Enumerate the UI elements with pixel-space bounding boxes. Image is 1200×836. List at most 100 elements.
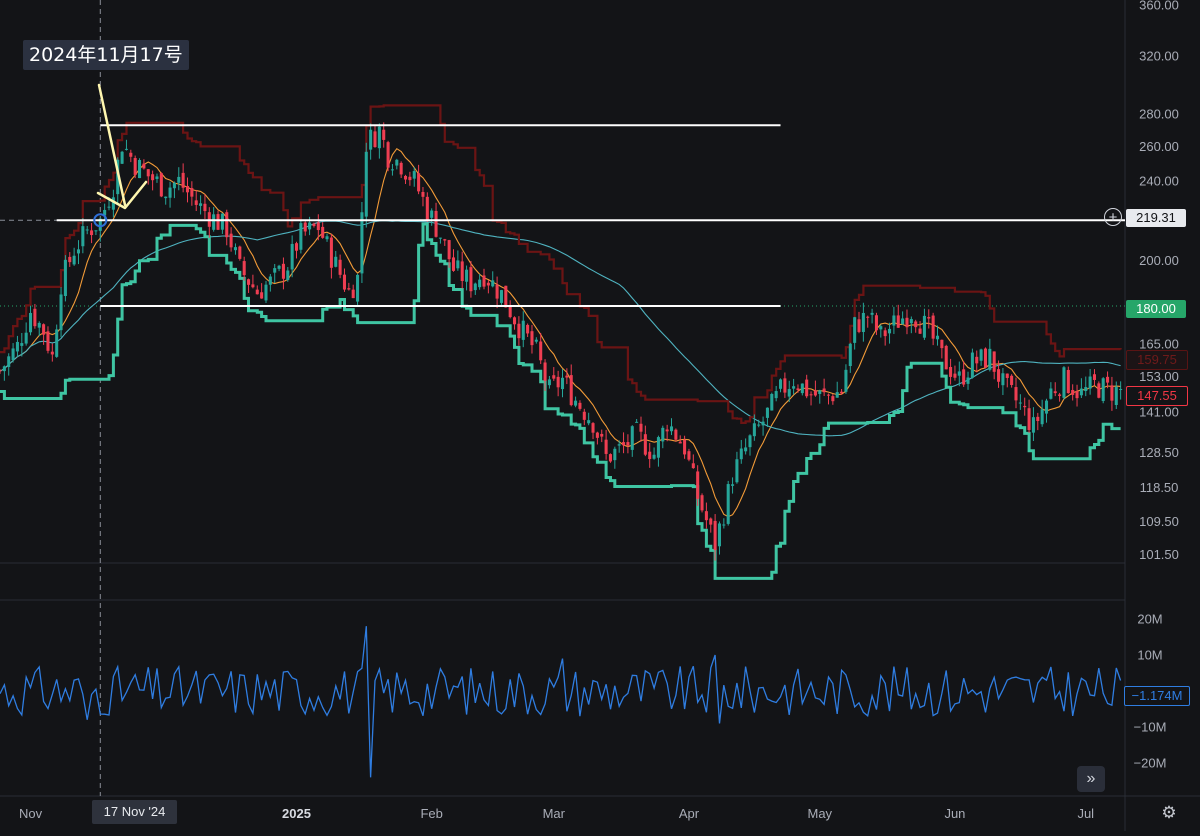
candle-body <box>286 270 290 281</box>
candle-body <box>796 388 800 390</box>
time-tick-label: Jun <box>944 806 965 821</box>
candle-body <box>809 394 813 396</box>
candle-body <box>521 320 525 340</box>
candle-body <box>656 437 660 458</box>
candle-body <box>661 427 665 442</box>
candle-body <box>508 306 512 318</box>
candle-body <box>386 142 390 168</box>
time-tick-label: Mar <box>543 806 566 821</box>
candle-body <box>33 308 37 327</box>
candle-body <box>225 212 229 238</box>
scroll-to-realtime-icon[interactable]: » <box>1077 766 1105 792</box>
candle-body <box>20 343 24 346</box>
candle-body <box>85 229 89 231</box>
candle-body <box>68 256 72 263</box>
candle-body <box>438 237 442 239</box>
candle-body <box>1044 400 1049 414</box>
candle-body <box>630 426 634 450</box>
candle-body <box>1114 386 1118 405</box>
candle-body <box>678 441 682 444</box>
price-tick-label: 240.00 <box>1139 174 1179 189</box>
crosshair-date-badge: 17 Nov '24 <box>92 800 177 824</box>
candle-body <box>848 343 852 367</box>
indicator-axis: 20M 10M −10M −20M <box>1134 612 1167 771</box>
candle-body <box>857 319 861 332</box>
price-tick-label: 118.50 <box>1140 480 1179 495</box>
candle-body <box>199 203 203 206</box>
candle-body <box>835 392 839 398</box>
candle-body <box>242 261 246 276</box>
candle-body <box>805 379 809 397</box>
candle-body <box>255 289 259 295</box>
candle-body <box>412 171 416 179</box>
candle-body <box>382 129 386 140</box>
candle-body <box>739 448 743 460</box>
candle-body <box>648 451 652 460</box>
candle-body <box>622 442 626 446</box>
gear-icon[interactable]: ⚙ <box>1161 803 1177 822</box>
time-axis: NovDec2025FebMarAprMayJunJul <box>19 806 1094 821</box>
candle-body <box>212 214 216 230</box>
candle-body <box>992 351 996 372</box>
candle-body <box>983 348 987 368</box>
candle-body <box>639 423 643 432</box>
candle-body <box>155 176 159 179</box>
candle-body <box>643 434 647 455</box>
candle-body <box>1027 408 1031 430</box>
candle-body <box>290 243 294 270</box>
candle-body <box>168 187 172 198</box>
candle-body <box>543 362 547 381</box>
candle-body <box>1005 373 1009 378</box>
candle-body <box>691 463 695 469</box>
candle-body <box>1010 375 1014 385</box>
candle-body <box>552 375 556 379</box>
candle-body <box>273 268 277 273</box>
candle-body <box>914 321 918 328</box>
date-annotation[interactable]: 2024年11月17号 <box>23 40 189 70</box>
candle-body <box>238 246 242 259</box>
candle-body <box>709 518 713 525</box>
annotation-arrow <box>96 83 148 210</box>
candle-body <box>731 484 735 486</box>
candle-body <box>613 448 617 461</box>
price-tick-label: 280.00 <box>1139 107 1179 122</box>
candle-body <box>831 396 835 402</box>
candle-body <box>390 169 394 171</box>
candle-body <box>1119 388 1123 390</box>
time-tick-label: Jul <box>1077 806 1094 821</box>
add-level-icon[interactable]: + <box>1104 208 1122 226</box>
indicator-tick-label: −20M <box>1134 756 1167 771</box>
candle-body <box>1092 374 1097 380</box>
candle-body <box>582 411 586 420</box>
candle-body <box>360 212 364 274</box>
candle-body <box>778 379 783 389</box>
candle-body <box>11 348 15 361</box>
candle-body <box>1058 394 1062 396</box>
candle-body <box>931 315 935 339</box>
candle-body <box>879 326 883 330</box>
candle-body <box>1088 376 1092 389</box>
candle-body <box>164 196 168 199</box>
candle-body <box>111 197 115 210</box>
candle-body <box>813 390 817 396</box>
horizontal-lines[interactable] <box>56 124 1125 307</box>
candle-body <box>364 151 368 217</box>
candle-body <box>861 312 865 333</box>
price-tick-label: 109.50 <box>1139 514 1179 529</box>
line-anchor-handle[interactable] <box>93 213 108 228</box>
candle-body <box>24 332 28 344</box>
candle-body <box>338 259 342 275</box>
candle-body <box>486 282 490 286</box>
price-tick-label: 260.00 <box>1139 139 1179 154</box>
candle-body <box>608 454 612 462</box>
candle-body <box>356 274 360 302</box>
candle-body <box>181 172 185 188</box>
candle-body <box>569 375 573 406</box>
candle-body <box>787 389 791 397</box>
indicator-tick-label: −10M <box>1134 720 1167 735</box>
candle-body <box>944 345 948 370</box>
candle-body <box>1075 391 1079 399</box>
candle-body <box>975 356 979 364</box>
candle-body <box>90 230 94 236</box>
